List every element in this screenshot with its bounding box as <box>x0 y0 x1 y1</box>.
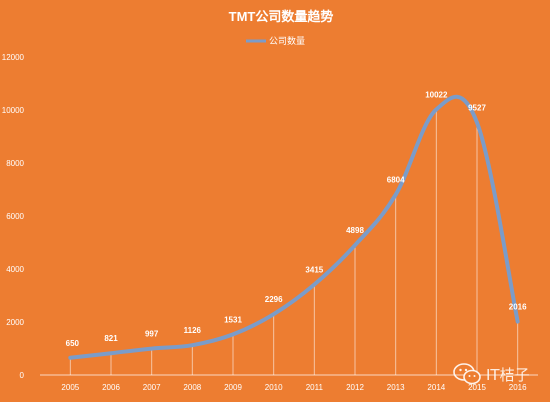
series-line-group <box>68 94 520 360</box>
x-tick-label: 2013 <box>387 383 405 392</box>
x-tick-label: 2007 <box>143 383 161 392</box>
data-label: 10022 <box>425 90 448 99</box>
data-label: 1126 <box>184 326 202 335</box>
wechat-icon <box>453 363 481 385</box>
legend: 公司数量 <box>246 35 305 47</box>
y-tick-label: 0 <box>20 371 25 380</box>
data-label: 650 <box>66 339 80 348</box>
x-axis: 2005 2006 2007 2008 2009 2010 2011 2012 2013 2014… <box>40 374 538 392</box>
data-label: 2296 <box>265 295 283 304</box>
x-tick-label: 2015 <box>468 383 486 392</box>
data-label: 821 <box>104 334 118 343</box>
x-tick-label: 2009 <box>224 383 242 392</box>
data-label: 2016 <box>509 303 527 312</box>
data-label: 997 <box>145 330 159 339</box>
chart-title: TMT公司数量趋势 <box>229 9 334 24</box>
watermark-text: IT桔子 <box>486 365 530 384</box>
y-tick-label: 8000 <box>6 159 24 168</box>
y-tick-label: 4000 <box>6 265 24 274</box>
x-tick-label: 2010 <box>265 383 283 392</box>
x-tick-label: 2005 <box>61 383 79 392</box>
data-label: 9527 <box>468 104 486 113</box>
x-tick-label: 2006 <box>102 383 120 392</box>
watermark: IT桔子 <box>452 362 530 386</box>
data-labels: 650 821 997 1126 1531 2296 3415 4898 6804 10022 95… <box>66 90 527 347</box>
x-tick-label: 2008 <box>183 383 201 392</box>
data-label: 6804 <box>387 176 405 185</box>
data-label: 1531 <box>224 315 242 324</box>
y-axis: 0 2000 4000 6000 8000 10000 12000 <box>2 53 25 380</box>
drop-lines <box>69 109 519 375</box>
x-tick-label: 2016 <box>509 383 527 392</box>
data-label: 4898 <box>346 226 364 235</box>
legend-label: 公司数量 <box>269 35 305 47</box>
y-tick-label: 10000 <box>2 106 25 115</box>
y-tick-label: 2000 <box>6 318 24 327</box>
x-tick-label: 2014 <box>427 383 445 392</box>
y-tick-label: 12000 <box>2 53 25 62</box>
series-line <box>68 94 520 360</box>
y-tick-label: 6000 <box>6 212 24 221</box>
x-tick-label: 2012 <box>346 383 364 392</box>
data-label: 3415 <box>305 266 323 275</box>
x-tick-label: 2011 <box>306 383 324 392</box>
